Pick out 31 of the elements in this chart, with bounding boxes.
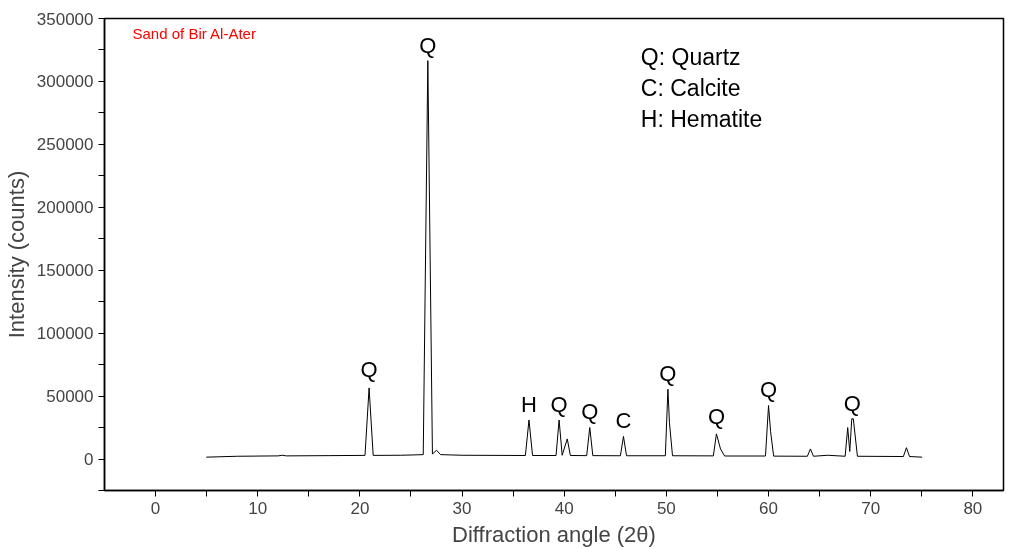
x-tick-label: 80 xyxy=(963,498,983,518)
y-tick-label: 250000 xyxy=(36,135,94,155)
annotation: Q xyxy=(843,390,861,416)
x-tick-label: 20 xyxy=(350,498,370,518)
annotation: Q xyxy=(419,32,437,58)
annotation: Q xyxy=(759,377,778,403)
x-tick-label: 50 xyxy=(656,498,676,518)
annotation: Sand of Bir Al-Ater xyxy=(132,24,256,42)
x-tick-label: 30 xyxy=(452,498,472,518)
x-tick-label: 40 xyxy=(554,498,574,518)
annotation: Q: Quartz C: Calcite H: Hematite xyxy=(640,43,763,133)
x-tick-label: 10 xyxy=(248,498,268,518)
x-tick-label: 70 xyxy=(861,498,881,518)
x-tick-label: 60 xyxy=(759,498,778,518)
y-tick-label: 100000 xyxy=(36,324,94,344)
annotation: Q xyxy=(581,399,599,425)
annotation: Q xyxy=(550,391,568,417)
annotation: Q xyxy=(659,361,677,387)
y-tick-label: 300000 xyxy=(36,72,94,92)
annotation: H xyxy=(521,391,537,417)
y-tick-label: 0 xyxy=(84,450,94,470)
x-tick-label: 0 xyxy=(150,498,161,518)
y-tick-label: 200000 xyxy=(36,198,94,218)
y-tick-label: 50000 xyxy=(46,387,94,407)
y-tick-label: 150000 xyxy=(36,261,94,281)
annotation: C xyxy=(615,408,632,434)
y-axis-title: Intensity (counts) xyxy=(3,170,29,339)
annotation: Q xyxy=(707,403,725,429)
annotation: Q xyxy=(360,357,378,383)
x-axis-title: Diffraction angle (2θ) xyxy=(452,521,656,547)
y-tick-label: 350000 xyxy=(36,9,94,29)
